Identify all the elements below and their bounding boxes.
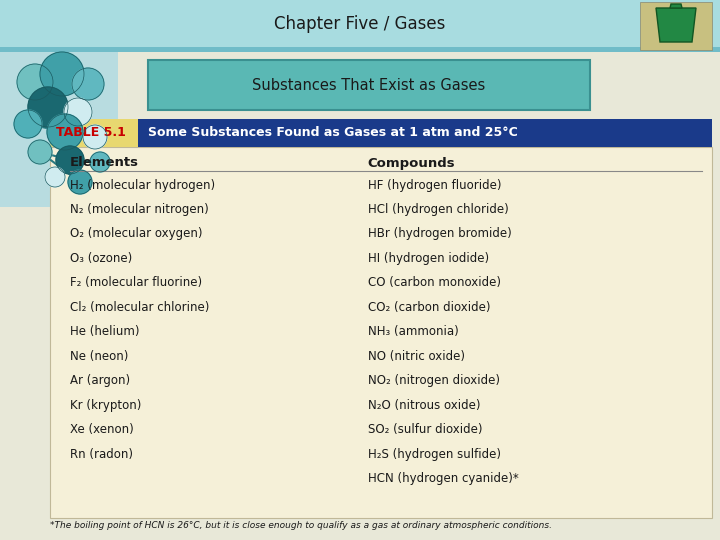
Text: SO₂ (sulfur dioxide): SO₂ (sulfur dioxide) [368, 423, 482, 436]
Text: TABLE 5.1: TABLE 5.1 [56, 126, 126, 139]
Text: *The boiling point of HCN is 26°C, but it is close enough to qualify as a gas at: *The boiling point of HCN is 26°C, but i… [50, 521, 552, 530]
Circle shape [40, 52, 84, 96]
Circle shape [64, 98, 92, 126]
Text: N₂O (nitrous oxide): N₂O (nitrous oxide) [368, 399, 480, 411]
Circle shape [17, 64, 53, 100]
Text: Ar (argon): Ar (argon) [70, 374, 130, 387]
Text: HCN (hydrogen cyanide)*: HCN (hydrogen cyanide)* [368, 472, 518, 485]
Text: Elements: Elements [70, 157, 139, 170]
Text: Cl₂ (molecular chlorine): Cl₂ (molecular chlorine) [70, 301, 210, 314]
Text: NO (nitric oxide): NO (nitric oxide) [368, 350, 465, 363]
Bar [0, 52, 118, 207]
Bar [148, 60, 590, 110]
Text: Some Substances Found as Gases at 1 atm and 25°C: Some Substances Found as Gases at 1 atm … [148, 126, 518, 139]
Circle shape [45, 167, 65, 187]
Text: Xe (xenon): Xe (xenon) [70, 423, 134, 436]
Circle shape [47, 114, 83, 150]
Text: Chapter Five / Gases: Chapter Five / Gases [274, 15, 446, 33]
Text: CO₂ (carbon dioxide): CO₂ (carbon dioxide) [368, 301, 490, 314]
Circle shape [28, 140, 52, 164]
Text: HF (hydrogen fluoride): HF (hydrogen fluoride) [368, 179, 501, 192]
Circle shape [83, 125, 107, 149]
Text: Substances That Exist as Gases: Substances That Exist as Gases [253, 78, 485, 92]
Text: Compounds: Compounds [368, 157, 455, 170]
Text: HI (hydrogen iodide): HI (hydrogen iodide) [368, 252, 489, 265]
Text: Rn (radon): Rn (radon) [70, 448, 133, 461]
Text: Ne (neon): Ne (neon) [70, 350, 128, 363]
Text: NO₂ (nitrogen dioxide): NO₂ (nitrogen dioxide) [368, 374, 500, 387]
Bar [640, 2, 712, 50]
Polygon shape [670, 4, 682, 8]
Text: HCl (hydrogen chloride): HCl (hydrogen chloride) [368, 203, 508, 216]
Text: O₂ (molecular oxygen): O₂ (molecular oxygen) [70, 227, 202, 240]
Text: Kr (krypton): Kr (krypton) [70, 399, 141, 411]
Text: H₂ (molecular hydrogen): H₂ (molecular hydrogen) [70, 179, 215, 192]
Circle shape [28, 87, 68, 127]
Circle shape [68, 170, 92, 194]
Text: H₂S (hydrogen sulfide): H₂S (hydrogen sulfide) [368, 448, 501, 461]
Text: NH₃ (ammonia): NH₃ (ammonia) [368, 325, 459, 338]
Bar [0, 0, 720, 52]
Text: N₂ (molecular nitrogen): N₂ (molecular nitrogen) [70, 203, 209, 216]
Bar [50, 147, 712, 518]
Bar [138, 119, 712, 147]
Text: HBr (hydrogen bromide): HBr (hydrogen bromide) [368, 227, 511, 240]
Circle shape [90, 152, 110, 172]
Text: He (helium): He (helium) [70, 325, 140, 338]
Text: F₂ (molecular fluorine): F₂ (molecular fluorine) [70, 276, 202, 289]
Circle shape [14, 110, 42, 138]
Text: O₃ (ozone): O₃ (ozone) [70, 252, 132, 265]
Circle shape [72, 68, 104, 100]
Polygon shape [656, 8, 696, 42]
Bar [50, 119, 138, 147]
Circle shape [56, 146, 84, 174]
Bar [0, 47, 720, 52]
Text: CO (carbon monoxide): CO (carbon monoxide) [368, 276, 501, 289]
